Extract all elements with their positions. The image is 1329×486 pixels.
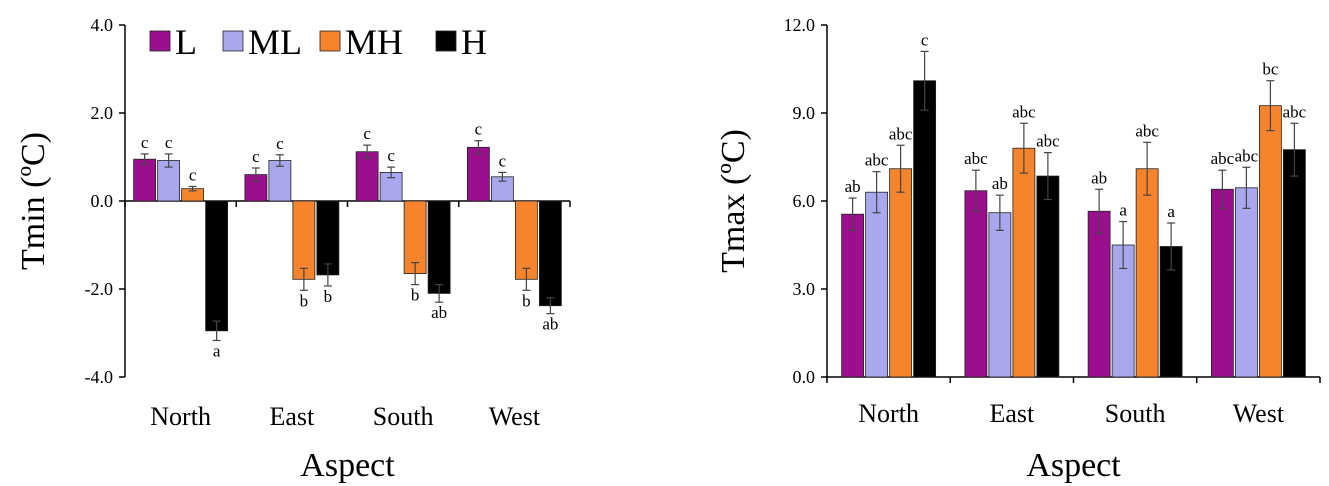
y-tick-label: 3.0 xyxy=(793,279,816,299)
bar-mh xyxy=(1012,147,1036,378)
bar-mh xyxy=(889,168,913,378)
significance-label: a xyxy=(213,341,221,360)
significance-label: abc xyxy=(865,151,889,170)
x-axis-title: Aspect xyxy=(1026,447,1121,484)
significance-label: b xyxy=(411,286,420,305)
bar-l xyxy=(841,213,865,378)
y-tick-label: 2.0 xyxy=(91,103,114,123)
bar-l xyxy=(964,190,988,378)
significance-label: a xyxy=(1167,202,1175,221)
legend-swatch-mh xyxy=(319,30,341,52)
bar-h xyxy=(1036,175,1060,378)
significance-label: abc xyxy=(1135,121,1159,140)
x-tick-label: North xyxy=(150,402,211,431)
significance-label: abc xyxy=(1012,102,1036,121)
significance-label: c xyxy=(141,133,149,152)
significance-label: ab xyxy=(845,177,861,196)
x-tick-label: North xyxy=(858,399,919,428)
significance-label: c xyxy=(252,147,260,166)
significance-label: c xyxy=(475,120,483,139)
significance-label: b xyxy=(522,291,531,310)
significance-label: abc xyxy=(1211,149,1235,168)
significance-label: bc xyxy=(1262,60,1279,79)
y-tick-label: 0.0 xyxy=(91,191,114,211)
y-axis-title: Tmin (ºC) xyxy=(15,132,52,270)
x-tick-label: South xyxy=(1105,399,1166,428)
legend-swatch-ml xyxy=(222,30,244,52)
significance-label: c xyxy=(276,134,284,153)
legend-swatch-h xyxy=(435,30,457,52)
significance-label: abc xyxy=(889,124,913,143)
significance-label: c xyxy=(921,30,929,49)
significance-label: ab xyxy=(992,174,1008,193)
significance-label: abc xyxy=(1036,132,1060,151)
y-tick-label: 12.0 xyxy=(784,15,816,35)
bar-h xyxy=(913,80,937,378)
x-tick-label: East xyxy=(269,402,315,431)
significance-label: abc xyxy=(1235,146,1259,165)
bar-l xyxy=(355,151,379,202)
significance-label: c xyxy=(189,165,197,184)
x-tick-label: West xyxy=(1233,399,1285,428)
bar-mh xyxy=(514,200,538,280)
y-tick-label: 4.0 xyxy=(91,15,114,35)
bar-mh xyxy=(292,200,316,280)
bar-l xyxy=(1087,210,1111,378)
significance-label: c xyxy=(363,124,371,143)
bar-ml xyxy=(1234,187,1258,378)
y-tick-label: -4.0 xyxy=(85,367,114,387)
significance-label: b xyxy=(324,287,333,306)
bar-l xyxy=(466,146,490,202)
y-tick-label: 6.0 xyxy=(793,191,816,211)
y-axis-title: Tmax (ºC) xyxy=(715,129,752,273)
bar-mh xyxy=(1135,168,1159,378)
bar-h xyxy=(205,200,229,332)
significance-label: c xyxy=(387,146,395,165)
y-tick-label: -2.0 xyxy=(85,279,114,299)
y-tick-label: 9.0 xyxy=(793,103,816,123)
bar-h xyxy=(538,200,562,307)
legend-label-mh: MH xyxy=(345,22,403,62)
bar-h xyxy=(1282,149,1306,378)
legend-label-h: H xyxy=(461,22,487,62)
bar-l xyxy=(1210,188,1234,378)
significance-label: ab xyxy=(1091,168,1107,187)
legend: L ML MH H xyxy=(149,22,487,62)
significance-label: b xyxy=(300,291,309,310)
significance-label: a xyxy=(1119,201,1127,220)
bar-ml xyxy=(865,191,889,378)
x-axis-title: Aspect xyxy=(300,447,395,484)
legend-label-ml: ML xyxy=(248,22,302,62)
y-tick-label: 0.0 xyxy=(793,367,816,387)
significance-label: abc xyxy=(1283,102,1307,121)
significance-label: ab xyxy=(431,303,447,322)
bar-mh xyxy=(1258,105,1282,378)
significance-label: abc xyxy=(964,149,988,168)
significance-label: c xyxy=(499,151,507,170)
x-tick-label: South xyxy=(373,402,434,431)
legend-label-l: L xyxy=(175,22,197,62)
x-tick-label: East xyxy=(989,399,1035,428)
significance-label: c xyxy=(165,133,173,152)
bar-ml xyxy=(988,212,1012,378)
legend-swatch-l xyxy=(149,30,171,52)
bar-h xyxy=(427,200,451,294)
x-tick-label: West xyxy=(489,402,541,431)
significance-label: ab xyxy=(542,315,558,334)
bar-l xyxy=(133,158,157,202)
